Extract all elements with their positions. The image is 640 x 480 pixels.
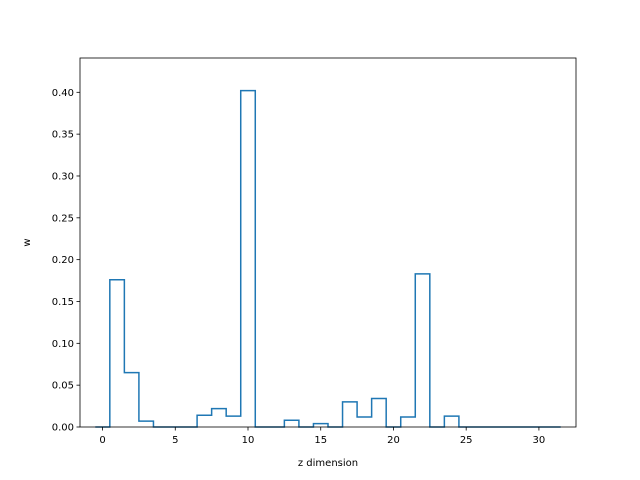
y-tick-label: 0.25 — [52, 213, 74, 224]
x-tick-label: 10 — [242, 435, 255, 446]
x-tick-label: 0 — [99, 435, 105, 446]
x-tick-label: 30 — [533, 435, 546, 446]
y-tick-label: 0.05 — [52, 381, 74, 392]
y-tick-label: 0.10 — [52, 339, 74, 350]
axes-frame — [79, 57, 577, 428]
x-tick-label: 5 — [172, 435, 178, 446]
x-tick-label: 15 — [314, 435, 327, 446]
y-axis: 0.00 0.05 0.10 0.15 0.20 0.25 0.30 0.35 0.40 — [52, 88, 80, 434]
y-tick-label: 0.40 — [52, 88, 74, 99]
x-axis: 0 5 10 15 20 25 30 — [99, 427, 545, 446]
y-tick-label: 0.20 — [52, 255, 74, 266]
y-tick-label: 0.15 — [52, 297, 74, 308]
x-tick-label: 25 — [460, 435, 473, 446]
y-tick-label: 0.00 — [52, 423, 74, 434]
y-tick-label: 0.30 — [52, 171, 74, 182]
x-tick-label: 20 — [387, 435, 400, 446]
y-tick-label: 0.35 — [52, 130, 74, 141]
y-axis-label: w — [22, 238, 33, 246]
x-axis-label: z dimension — [298, 458, 358, 469]
